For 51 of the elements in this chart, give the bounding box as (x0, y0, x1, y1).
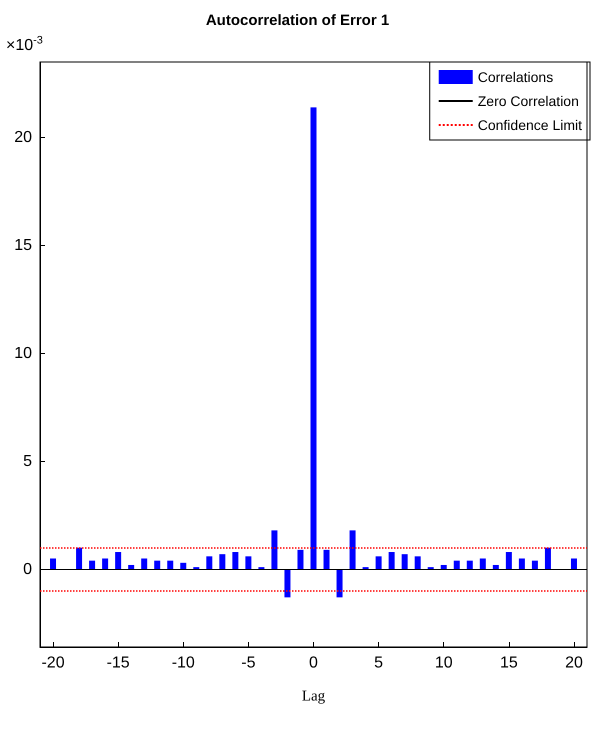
legend-label: Zero Correlation (478, 93, 579, 109)
chart-title: Autocorrelation of Error 1 (206, 12, 390, 29)
bar (232, 552, 238, 570)
x-tick-label: -5 (241, 654, 256, 672)
bar (376, 556, 382, 570)
x-tick-label: -10 (172, 654, 195, 672)
bar (402, 554, 408, 570)
bar (506, 552, 512, 570)
bar (141, 558, 148, 570)
y-tick-label: 5 (23, 452, 32, 470)
bar (89, 560, 96, 570)
bar (324, 550, 330, 570)
bar (532, 560, 538, 570)
legend-label: Correlations (478, 69, 554, 85)
bar (115, 552, 122, 570)
bar (414, 556, 421, 570)
bar (336, 569, 343, 598)
bar (466, 560, 473, 570)
y-tick-label: 0 (23, 560, 32, 578)
bar (180, 562, 186, 570)
bar (245, 556, 252, 570)
y-tick-label: 20 (14, 129, 32, 146)
bar (480, 558, 486, 570)
bar (388, 552, 395, 570)
bar (570, 558, 577, 570)
bar (206, 556, 212, 570)
x-tick-label: -15 (106, 654, 130, 672)
bar (271, 530, 278, 570)
x-tick-label: 15 (500, 654, 518, 672)
bar (518, 558, 525, 570)
x-axis-title: Lag (302, 688, 326, 704)
bar (350, 530, 356, 570)
x-tick-label: 10 (434, 654, 453, 672)
bar (297, 550, 304, 570)
y-tick-label: 10 (14, 344, 32, 362)
bar (154, 560, 160, 570)
bar (544, 548, 551, 570)
bar (310, 107, 316, 570)
bar (76, 548, 82, 570)
bar (454, 560, 460, 570)
x-tick-label: 0 (309, 654, 318, 672)
bar (50, 558, 56, 570)
x-tick-label: 5 (374, 654, 384, 672)
legend-label: Confidence Limit (478, 117, 582, 133)
bar (284, 569, 290, 598)
y-tick-label: 15 (14, 236, 32, 254)
bar (167, 560, 174, 570)
bar (219, 554, 226, 570)
bar (102, 558, 108, 570)
x-tick-label: 20 (565, 654, 583, 672)
x-tick-label: -20 (41, 654, 65, 672)
